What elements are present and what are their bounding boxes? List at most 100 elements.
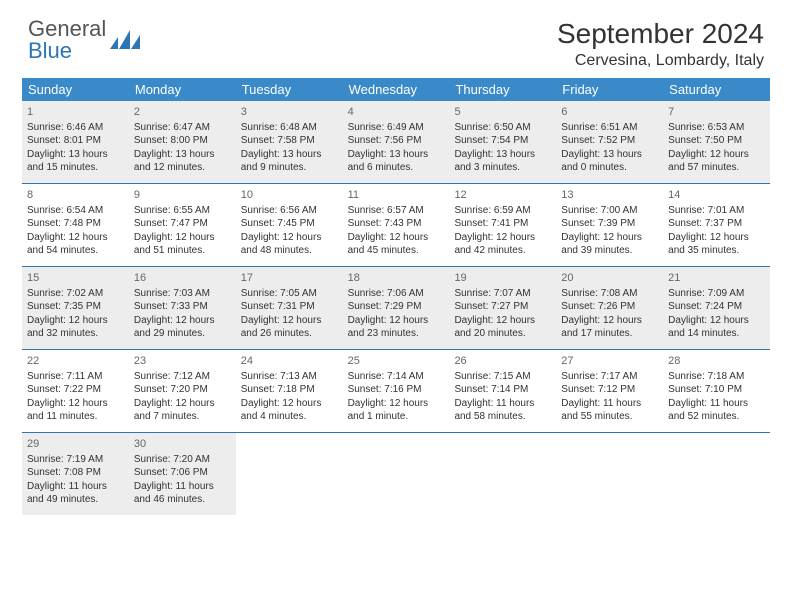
calendar-cell: 18Sunrise: 7:06 AMSunset: 7:29 PMDayligh… <box>343 267 450 349</box>
sunrise-line: Sunrise: 6:53 AM <box>668 121 765 135</box>
calendar-cell-empty <box>556 433 663 515</box>
day-number: 25 <box>348 354 445 369</box>
daylight-line: Daylight: 12 hours and 17 minutes. <box>561 314 658 341</box>
calendar-week-row: 29Sunrise: 7:19 AMSunset: 7:08 PMDayligh… <box>22 432 770 515</box>
sunset-line: Sunset: 7:27 PM <box>454 300 551 314</box>
daylight-line: Daylight: 11 hours and 49 minutes. <box>27 480 124 507</box>
daylight-line: Daylight: 13 hours and 0 minutes. <box>561 148 658 175</box>
calendar-cell: 4Sunrise: 6:49 AMSunset: 7:56 PMDaylight… <box>343 101 450 183</box>
sunrise-line: Sunrise: 7:07 AM <box>454 287 551 301</box>
day-number: 28 <box>668 354 765 369</box>
sunrise-line: Sunrise: 6:49 AM <box>348 121 445 135</box>
sunset-line: Sunset: 8:01 PM <box>27 134 124 148</box>
day-number: 14 <box>668 188 765 203</box>
weekday-header-row: SundayMondayTuesdayWednesdayThursdayFrid… <box>22 78 770 101</box>
day-number: 17 <box>241 271 338 286</box>
sunset-line: Sunset: 7:54 PM <box>454 134 551 148</box>
calendar: SundayMondayTuesdayWednesdayThursdayFrid… <box>22 78 770 515</box>
daylight-line: Daylight: 12 hours and 1 minute. <box>348 397 445 424</box>
weekday-header: Sunday <box>22 78 129 101</box>
daylight-line: Daylight: 12 hours and 26 minutes. <box>241 314 338 341</box>
calendar-cell: 11Sunrise: 6:57 AMSunset: 7:43 PMDayligh… <box>343 184 450 266</box>
sunset-line: Sunset: 7:58 PM <box>241 134 338 148</box>
day-number: 22 <box>27 354 124 369</box>
day-number: 7 <box>668 105 765 120</box>
page-header: General Blue September 2024 Cervesina, L… <box>0 0 792 72</box>
sunrise-line: Sunrise: 7:17 AM <box>561 370 658 384</box>
daylight-line: Daylight: 12 hours and 29 minutes. <box>134 314 231 341</box>
day-number: 20 <box>561 271 658 286</box>
sunset-line: Sunset: 7:45 PM <box>241 217 338 231</box>
day-number: 10 <box>241 188 338 203</box>
sunset-line: Sunset: 7:24 PM <box>668 300 765 314</box>
calendar-cell: 10Sunrise: 6:56 AMSunset: 7:45 PMDayligh… <box>236 184 343 266</box>
sunset-line: Sunset: 7:39 PM <box>561 217 658 231</box>
sunset-line: Sunset: 7:33 PM <box>134 300 231 314</box>
sunrise-line: Sunrise: 7:15 AM <box>454 370 551 384</box>
day-number: 5 <box>454 105 551 120</box>
weekday-header: Friday <box>556 78 663 101</box>
day-number: 18 <box>348 271 445 286</box>
sunrise-line: Sunrise: 7:18 AM <box>668 370 765 384</box>
daylight-line: Daylight: 12 hours and 23 minutes. <box>348 314 445 341</box>
daylight-line: Daylight: 13 hours and 6 minutes. <box>348 148 445 175</box>
calendar-cell: 21Sunrise: 7:09 AMSunset: 7:24 PMDayligh… <box>663 267 770 349</box>
calendar-cell: 7Sunrise: 6:53 AMSunset: 7:50 PMDaylight… <box>663 101 770 183</box>
sunrise-line: Sunrise: 7:08 AM <box>561 287 658 301</box>
sunset-line: Sunset: 7:56 PM <box>348 134 445 148</box>
day-number: 12 <box>454 188 551 203</box>
calendar-cell: 3Sunrise: 6:48 AMSunset: 7:58 PMDaylight… <box>236 101 343 183</box>
sunset-line: Sunset: 7:18 PM <box>241 383 338 397</box>
chart-icon <box>110 27 140 54</box>
day-number: 1 <box>27 105 124 120</box>
sunset-line: Sunset: 7:47 PM <box>134 217 231 231</box>
daylight-line: Daylight: 13 hours and 9 minutes. <box>241 148 338 175</box>
daylight-line: Daylight: 12 hours and 11 minutes. <box>27 397 124 424</box>
weekday-header: Wednesday <box>343 78 450 101</box>
calendar-cell: 24Sunrise: 7:13 AMSunset: 7:18 PMDayligh… <box>236 350 343 432</box>
calendar-cell: 27Sunrise: 7:17 AMSunset: 7:12 PMDayligh… <box>556 350 663 432</box>
logo: General Blue <box>28 18 140 62</box>
day-number: 8 <box>27 188 124 203</box>
calendar-cell: 15Sunrise: 7:02 AMSunset: 7:35 PMDayligh… <box>22 267 129 349</box>
calendar-cell: 17Sunrise: 7:05 AMSunset: 7:31 PMDayligh… <box>236 267 343 349</box>
calendar-cell: 1Sunrise: 6:46 AMSunset: 8:01 PMDaylight… <box>22 101 129 183</box>
day-number: 26 <box>454 354 551 369</box>
sunrise-line: Sunrise: 7:11 AM <box>27 370 124 384</box>
sunrise-line: Sunrise: 6:51 AM <box>561 121 658 135</box>
sunset-line: Sunset: 7:37 PM <box>668 217 765 231</box>
sunset-line: Sunset: 7:50 PM <box>668 134 765 148</box>
day-number: 11 <box>348 188 445 203</box>
sunset-line: Sunset: 7:31 PM <box>241 300 338 314</box>
day-number: 27 <box>561 354 658 369</box>
calendar-cell: 23Sunrise: 7:12 AMSunset: 7:20 PMDayligh… <box>129 350 236 432</box>
calendar-cell: 22Sunrise: 7:11 AMSunset: 7:22 PMDayligh… <box>22 350 129 432</box>
calendar-cell: 29Sunrise: 7:19 AMSunset: 7:08 PMDayligh… <box>22 433 129 515</box>
sunrise-line: Sunrise: 6:48 AM <box>241 121 338 135</box>
sunrise-line: Sunrise: 6:46 AM <box>27 121 124 135</box>
sunset-line: Sunset: 7:29 PM <box>348 300 445 314</box>
logo-text: General Blue <box>28 18 106 62</box>
sunrise-line: Sunrise: 7:20 AM <box>134 453 231 467</box>
calendar-cell: 6Sunrise: 6:51 AMSunset: 7:52 PMDaylight… <box>556 101 663 183</box>
calendar-cell: 19Sunrise: 7:07 AMSunset: 7:27 PMDayligh… <box>449 267 556 349</box>
sunset-line: Sunset: 7:26 PM <box>561 300 658 314</box>
calendar-cell-empty <box>236 433 343 515</box>
title-block: September 2024 Cervesina, Lombardy, Ital… <box>557 18 764 70</box>
sunrise-line: Sunrise: 7:02 AM <box>27 287 124 301</box>
sunrise-line: Sunrise: 7:03 AM <box>134 287 231 301</box>
daylight-line: Daylight: 12 hours and 45 minutes. <box>348 231 445 258</box>
daylight-line: Daylight: 12 hours and 32 minutes. <box>27 314 124 341</box>
sunset-line: Sunset: 7:06 PM <box>134 466 231 480</box>
daylight-line: Daylight: 12 hours and 54 minutes. <box>27 231 124 258</box>
sunrise-line: Sunrise: 7:01 AM <box>668 204 765 218</box>
calendar-cell: 30Sunrise: 7:20 AMSunset: 7:06 PMDayligh… <box>129 433 236 515</box>
calendar-week-row: 22Sunrise: 7:11 AMSunset: 7:22 PMDayligh… <box>22 349 770 432</box>
sunset-line: Sunset: 7:08 PM <box>27 466 124 480</box>
calendar-cell-empty <box>449 433 556 515</box>
day-number: 30 <box>134 437 231 452</box>
calendar-cell-empty <box>343 433 450 515</box>
day-number: 13 <box>561 188 658 203</box>
sunset-line: Sunset: 7:48 PM <box>27 217 124 231</box>
daylight-line: Daylight: 12 hours and 14 minutes. <box>668 314 765 341</box>
